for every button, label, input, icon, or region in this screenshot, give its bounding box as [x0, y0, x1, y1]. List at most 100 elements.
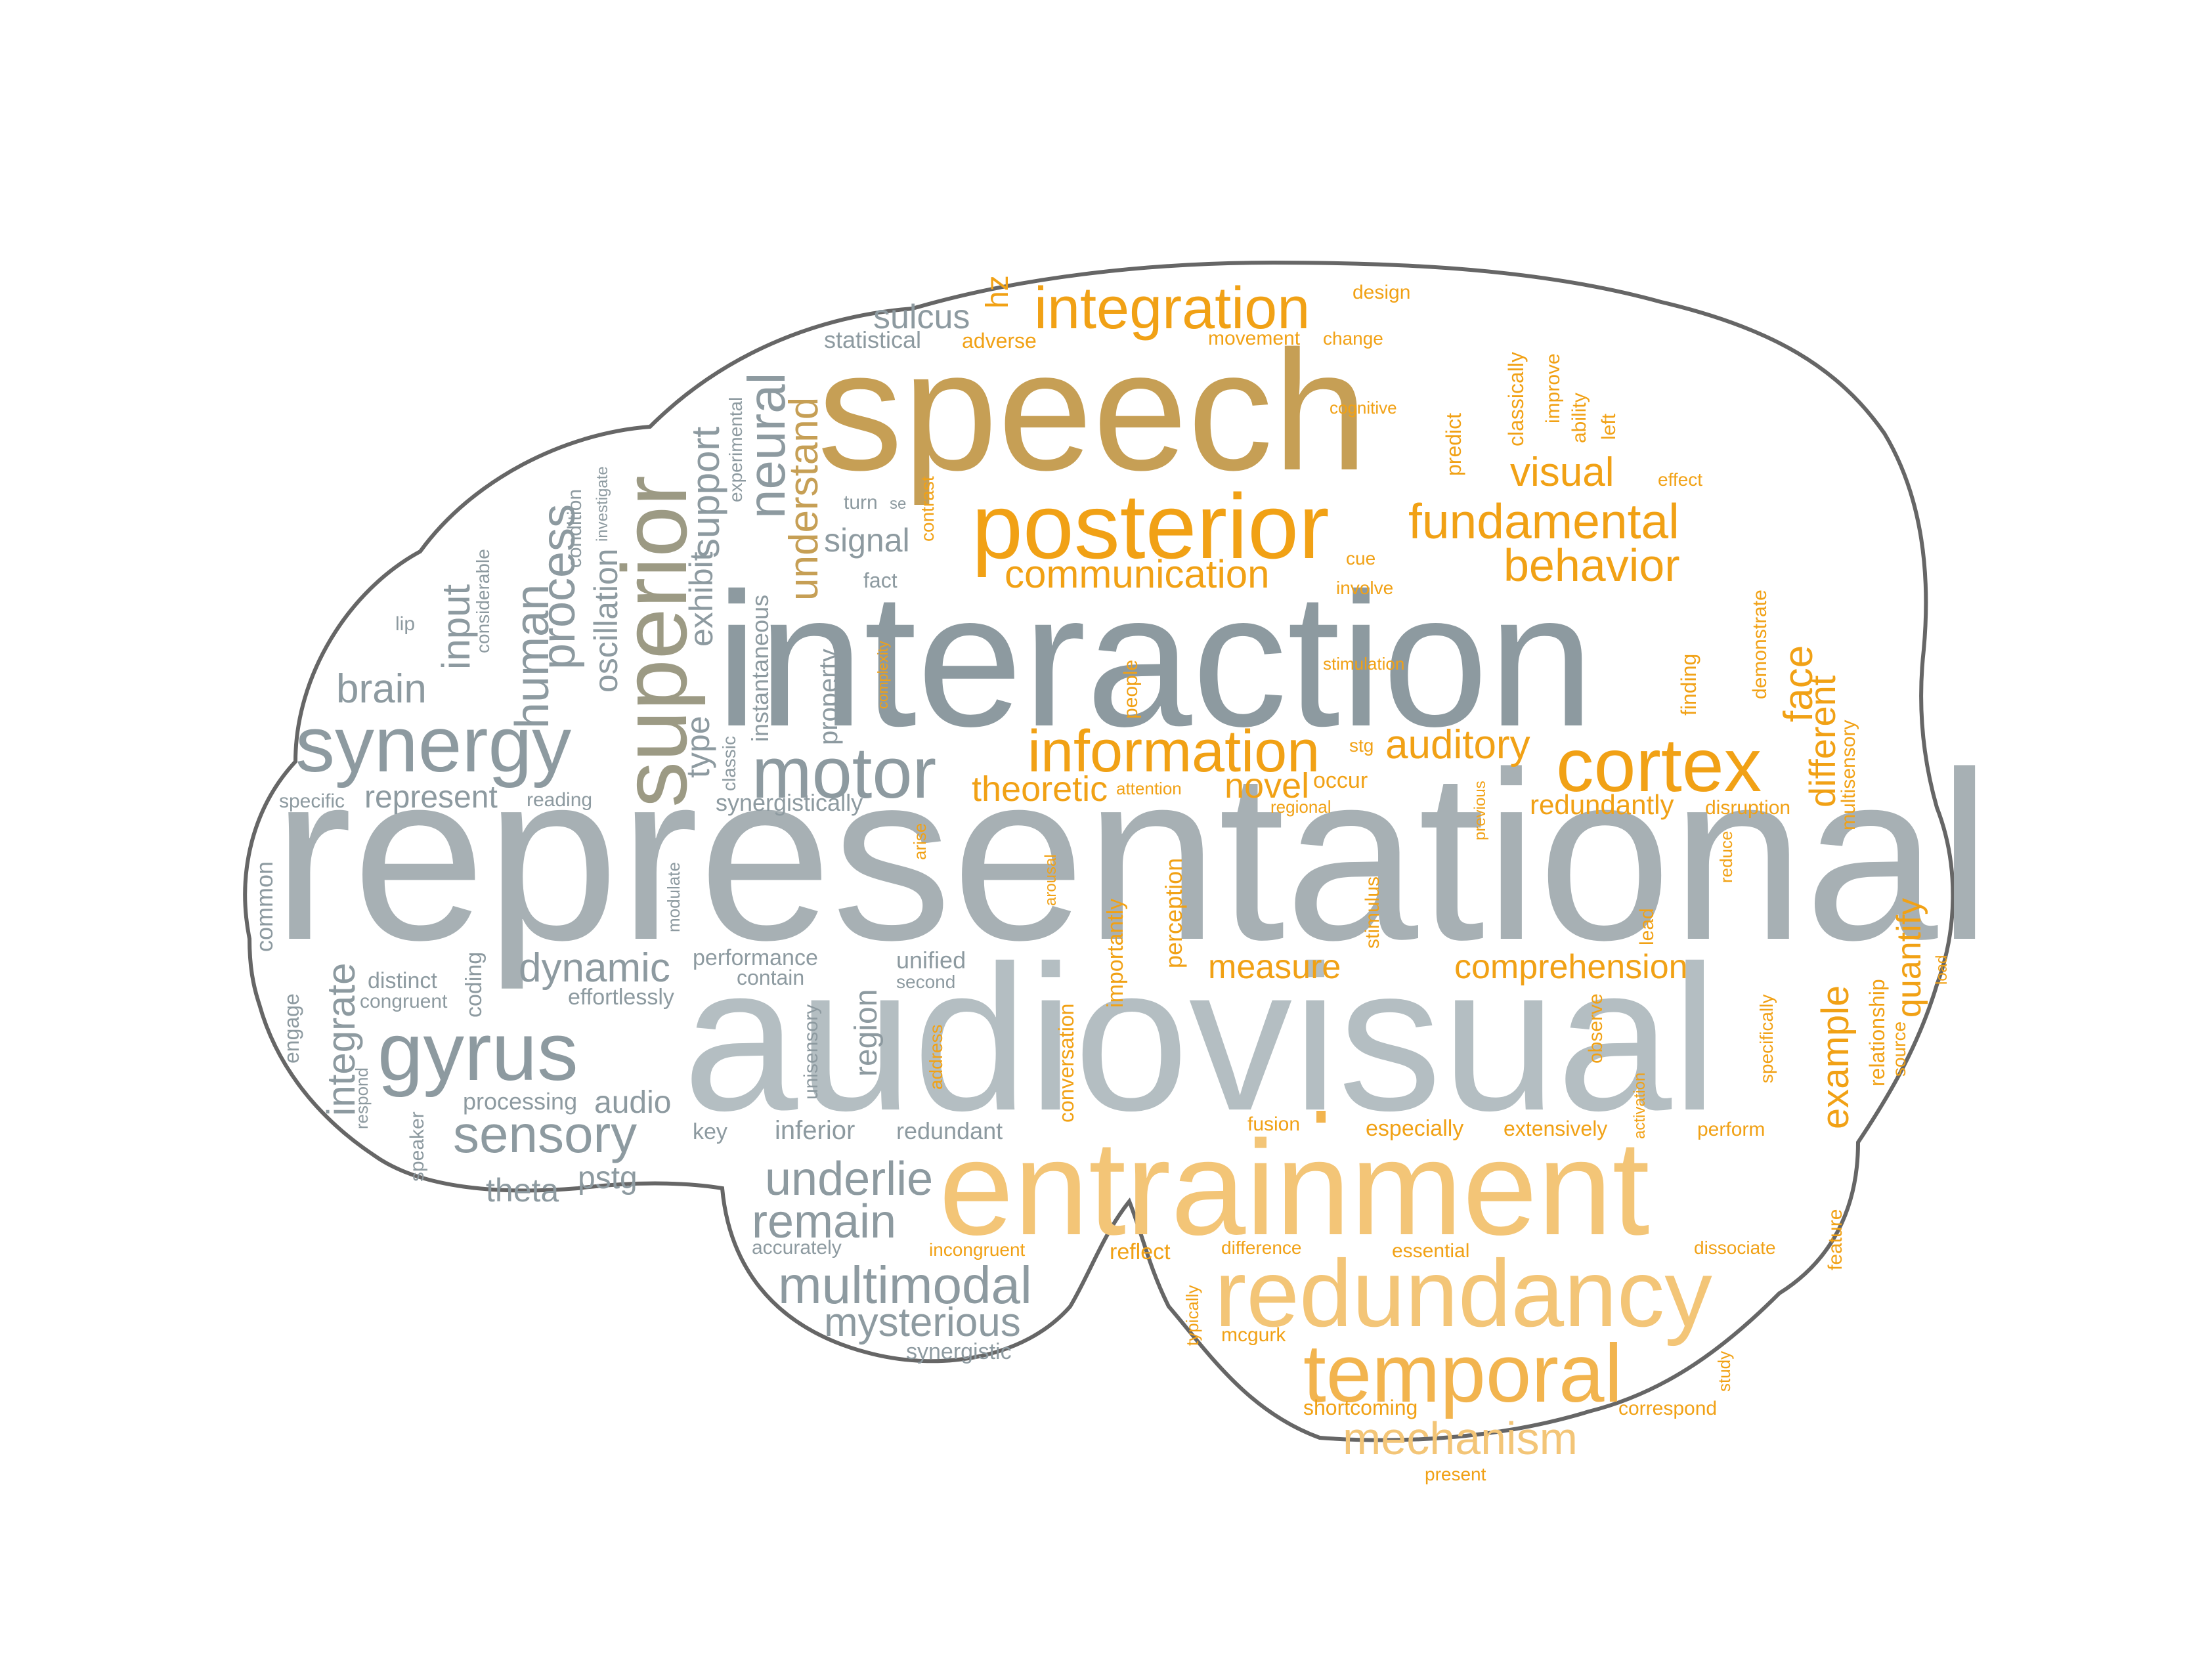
word-importantly: importantly [1103, 899, 1128, 1008]
word-regional: regional [1270, 797, 1332, 817]
word-classic: classic [719, 736, 739, 791]
word-auditory: auditory [1385, 722, 1530, 767]
word-input: input [434, 584, 478, 670]
word-synergistically: synergistically [716, 789, 863, 816]
word-cortex: cortex [1556, 723, 1762, 808]
word-disruption: disruption [1705, 797, 1790, 819]
word-fusion: fusion [1247, 1113, 1300, 1135]
word-underlie: underlie [765, 1153, 933, 1205]
word-behavior: behavior [1504, 540, 1680, 591]
word-instantaneous: instantaneous [747, 595, 773, 742]
word-source: source [1889, 1022, 1909, 1077]
word-superior: superior [603, 475, 706, 808]
word-lip: lip [395, 613, 415, 635]
word-people: people [1120, 660, 1142, 719]
word-movement: movement [1208, 328, 1301, 349]
word-perform: perform [1697, 1119, 1765, 1140]
word-condition: condition [564, 489, 586, 568]
word-region: region [849, 989, 884, 1077]
dot-mark [1316, 1111, 1326, 1123]
word-redundancy: redundancy [1215, 1240, 1712, 1346]
word-difference: difference [1221, 1238, 1301, 1258]
word-interaction: interaction [716, 553, 1594, 766]
word-previous: previous [1471, 781, 1489, 840]
word-extensively: extensively [1504, 1117, 1607, 1140]
word-mechanism: mechanism [1343, 1413, 1578, 1464]
word-specific: specific [279, 790, 345, 812]
word-unisensory: unisensory [800, 1004, 822, 1100]
word-contain: contain [737, 966, 804, 989]
word-performance: performance [693, 945, 818, 970]
brain-outline [243, 260, 1955, 1442]
word-remain: remain [752, 1195, 896, 1248]
word-arousal: arousal [1042, 854, 1060, 906]
word-audio: audio [594, 1085, 671, 1120]
word-representational: representational [272, 723, 1991, 991]
word-process: process [532, 504, 585, 670]
word-reduce: reduce [1716, 831, 1736, 884]
word-cue: cue [1346, 548, 1375, 569]
word-congruent: congruent [360, 991, 448, 1012]
word-speech: speech [817, 316, 1368, 507]
word-ability: ability [1569, 393, 1590, 443]
word-distinct: distinct [368, 968, 437, 993]
word-involve: involve [1336, 578, 1393, 598]
word-finding: finding [1677, 654, 1700, 716]
word-key: key [693, 1119, 727, 1144]
word-predict: predict [1442, 413, 1465, 476]
word-different: different [1802, 675, 1843, 808]
word-visual: visual [1510, 450, 1614, 495]
word-investigate: investigate [594, 466, 611, 542]
word-property: property [814, 649, 843, 745]
word-perception: perception [1160, 858, 1187, 968]
word-sulcus: sulcus [873, 298, 970, 336]
word-demonstrate: demonstrate [1749, 590, 1771, 699]
word-experimental: experimental [725, 397, 746, 502]
word-theoretic: theoretic [972, 769, 1108, 809]
word-represent: represent [364, 780, 498, 815]
word-effortlessly: effortlessly [568, 985, 674, 1010]
word-posterior: posterior [972, 475, 1330, 578]
word-novel: novel [1224, 766, 1309, 806]
word-complexity: complexity [875, 641, 891, 709]
word-exhibit: exhibit [683, 551, 720, 647]
word-classically: classically [1504, 352, 1528, 446]
word-contrast: contrast [917, 476, 938, 542]
word-sensory: sensory [453, 1105, 637, 1163]
word-effect: effect [1658, 469, 1702, 490]
word-considerable: considerable [473, 549, 493, 653]
word-respond: respond [352, 1067, 372, 1129]
word-essential: essential [1392, 1240, 1469, 1262]
word-occur: occur [1313, 768, 1368, 793]
word-design: design [1353, 282, 1410, 303]
word-stimulus: stimulus [1362, 876, 1383, 949]
word-lead: lead [1636, 908, 1658, 945]
word-redundantly: redundantly [1530, 789, 1674, 820]
word-brain: brain [336, 666, 427, 712]
word-dissociate: dissociate [1694, 1238, 1776, 1258]
word-present: present [1425, 1464, 1486, 1484]
word-especially: especially [1366, 1116, 1463, 1141]
word-inferior: inferior [775, 1116, 855, 1145]
word-feature: feature [1825, 1209, 1846, 1270]
word-shortcoming: shortcoming [1303, 1396, 1418, 1419]
word-address: address [926, 1024, 946, 1090]
word-integrate: integrate [319, 963, 363, 1117]
word-change: change [1323, 328, 1383, 349]
word-face: face [1776, 645, 1821, 722]
word-left: left [1598, 413, 1620, 440]
word-attention: attention [1116, 779, 1182, 798]
word-reflect: reflect [1110, 1239, 1171, 1264]
word-neural: neural [737, 373, 796, 519]
word-pstg: pstg [578, 1161, 638, 1195]
word-mysterious: mysterious [824, 1300, 1021, 1345]
word-conversation: conversation [1054, 1004, 1078, 1123]
word-understand: understand [781, 397, 827, 601]
word-quantify: quantify [1890, 898, 1928, 1018]
word-stg: stg [1349, 735, 1374, 756]
word-synergistic: synergistic [906, 1339, 1012, 1364]
word-improve: improve [1542, 353, 1564, 423]
word-human: human [506, 584, 559, 729]
word-communication: communication [1005, 552, 1270, 596]
